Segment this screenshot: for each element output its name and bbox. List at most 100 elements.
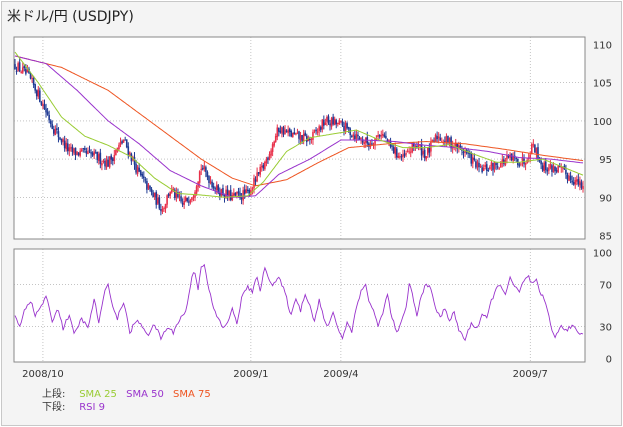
candle-body	[205, 167, 207, 173]
candle-body	[394, 147, 397, 155]
candle-body	[245, 189, 248, 193]
candle-body	[448, 138, 451, 143]
candle-body	[102, 160, 105, 163]
candle-body	[416, 146, 418, 148]
candle-body	[265, 158, 268, 164]
candle-body	[560, 166, 563, 168]
candle-body	[360, 137, 362, 139]
candle-body	[509, 154, 511, 158]
candle-body	[326, 116, 328, 122]
candle-body	[332, 116, 334, 125]
candle-body	[470, 152, 473, 164]
candle-body	[177, 192, 179, 198]
candle-body	[166, 195, 168, 205]
candle-body	[174, 189, 176, 199]
candle-body	[521, 157, 524, 163]
candle-body	[170, 188, 173, 193]
candle-body	[226, 189, 229, 196]
legend: 上段: SMA 25 SMA 50 SMA 75 下段: RSI 9	[42, 388, 217, 414]
rsi-y-tick-label: 30	[599, 323, 612, 334]
candle-body	[212, 186, 215, 189]
candle-body	[357, 134, 359, 137]
candle-body	[541, 165, 544, 171]
candle-body	[271, 144, 274, 152]
rsi-line-group	[14, 263, 584, 342]
candle-body	[529, 154, 532, 159]
candle-body	[299, 135, 302, 141]
sma50-line	[14, 55, 584, 198]
candle-body	[274, 136, 277, 142]
candle-body	[163, 208, 165, 210]
candle-body	[444, 140, 446, 142]
candle-body	[60, 138, 63, 143]
candle-body	[77, 152, 80, 156]
candle-body	[552, 165, 555, 173]
candle-body	[447, 136, 449, 144]
candle-body	[71, 146, 74, 152]
candle-body	[237, 191, 240, 194]
candle-body	[347, 126, 350, 129]
candle-body	[574, 180, 577, 185]
x-tick-label: 2009/1	[233, 369, 268, 380]
candle-body	[46, 111, 49, 115]
candle-body	[37, 89, 40, 97]
candle-body	[156, 197, 159, 204]
candle-body	[161, 209, 164, 212]
candle-body	[181, 202, 184, 205]
candle-body	[475, 161, 477, 168]
candle-body	[420, 143, 423, 156]
candle-body	[318, 126, 320, 132]
candle-body	[417, 144, 420, 146]
candle-body	[287, 129, 289, 134]
candle-body	[85, 150, 88, 154]
candle-body	[63, 140, 66, 149]
candle-body	[198, 171, 201, 183]
candle-body	[20, 71, 23, 73]
price-y-tick-label: 110	[593, 41, 612, 52]
candle-body	[264, 161, 266, 170]
candle-body	[535, 147, 538, 154]
candle-body	[431, 139, 434, 142]
candle-body	[51, 124, 54, 129]
candle-body	[259, 166, 262, 175]
candle-body	[295, 133, 297, 135]
candle-body	[254, 179, 257, 182]
candle-body	[490, 162, 493, 167]
candle-body	[566, 174, 569, 180]
candle-body	[580, 182, 583, 188]
candle-body	[377, 135, 379, 137]
candle-body	[110, 155, 113, 160]
candle-body	[489, 166, 491, 170]
candle-body	[155, 192, 158, 205]
candle-body	[211, 181, 213, 188]
candle-body	[315, 129, 317, 132]
candle-body	[147, 184, 150, 189]
candle-body	[219, 192, 221, 197]
candle-body	[304, 132, 307, 136]
candle-body	[82, 148, 85, 150]
candle-body	[439, 137, 442, 141]
candle-body	[149, 185, 151, 190]
candle-body	[246, 189, 249, 192]
candle-body	[385, 136, 387, 139]
candle-body	[35, 90, 38, 97]
candle-body	[167, 194, 170, 197]
candle-body	[49, 120, 52, 124]
candle-body	[192, 196, 195, 198]
candle-body	[29, 73, 32, 79]
candle-body	[473, 158, 476, 160]
candle-body	[268, 154, 271, 160]
candle-body	[301, 135, 303, 142]
candle-body	[540, 160, 542, 165]
candle-body	[445, 135, 448, 143]
candle-body	[383, 134, 386, 137]
candle-body	[368, 143, 370, 147]
candle-body	[526, 160, 528, 164]
rsi-y-tick-label: 0	[606, 355, 612, 366]
x-tick-label: 2009/7	[513, 369, 548, 380]
candle-body	[253, 177, 255, 189]
candle-body	[99, 152, 102, 164]
candle-body	[243, 189, 246, 195]
rsi-line	[14, 263, 584, 342]
candle-body	[495, 163, 497, 166]
